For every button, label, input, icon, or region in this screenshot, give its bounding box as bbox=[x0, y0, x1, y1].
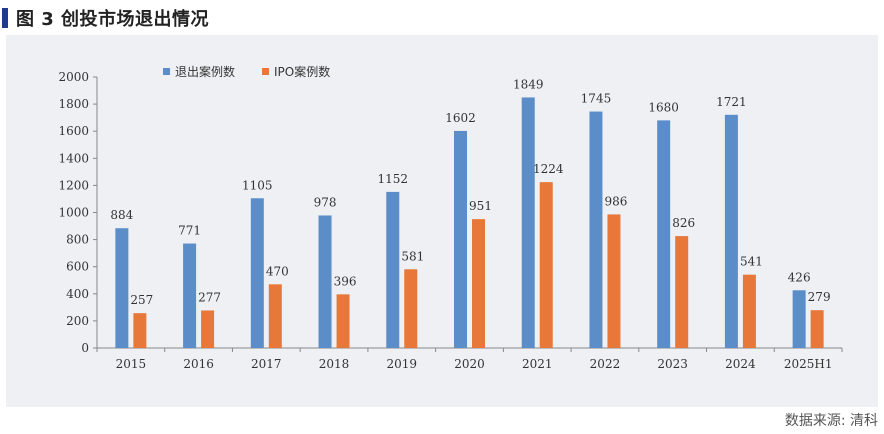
data-label-exit-cases: 1745 bbox=[581, 92, 612, 106]
data-label-ipo-cases: 581 bbox=[401, 249, 424, 263]
bar-ipo-cases bbox=[133, 313, 147, 348]
bar-exit-cases bbox=[454, 130, 467, 348]
bar-ipo-cases bbox=[607, 214, 621, 348]
bar-exit-cases bbox=[386, 191, 400, 348]
bar-exit-cases bbox=[589, 111, 603, 349]
data-label-ipo-cases: 396 bbox=[334, 274, 357, 288]
y-tick-label: 200 bbox=[66, 314, 89, 328]
data-label-exit-cases: 1849 bbox=[513, 77, 544, 91]
data-label-ipo-cases: 257 bbox=[130, 293, 153, 307]
data-label-exit-cases: 771 bbox=[178, 224, 201, 238]
bar-ipo-cases bbox=[336, 294, 350, 348]
bar-exit-cases bbox=[183, 243, 197, 348]
data-label-ipo-cases: 826 bbox=[672, 216, 695, 230]
x-tick-label: 2025H1 bbox=[784, 357, 833, 371]
data-source-note: 数据来源: 清科 bbox=[784, 413, 878, 429]
bar-ipo-cases bbox=[404, 269, 418, 348]
legend-label: IPO案例数 bbox=[274, 64, 330, 79]
bar-ipo-cases bbox=[268, 284, 282, 348]
bar-exit-cases bbox=[724, 114, 738, 348]
x-tick-label: 2019 bbox=[386, 357, 417, 371]
figure-title-bar: 图 3 创投市场退出情况 bbox=[2, 4, 209, 32]
data-label-exit-cases: 426 bbox=[788, 270, 811, 284]
legend-swatch bbox=[262, 68, 269, 75]
data-label-exit-cases: 1721 bbox=[716, 95, 747, 109]
data-label-ipo-cases: 279 bbox=[808, 290, 831, 304]
x-tick-label: 2016 bbox=[183, 357, 214, 371]
y-tick-label: 400 bbox=[66, 287, 89, 301]
data-label-ipo-cases: 277 bbox=[198, 290, 221, 304]
chart-panel: 0 200 400 600 800 1000 1200 1400 1600 1800 2000 201… bbox=[6, 35, 878, 407]
y-tick-label: 600 bbox=[66, 260, 89, 274]
x-tick-label: 2018 bbox=[319, 357, 350, 371]
x-tick-label: 2015 bbox=[116, 357, 147, 371]
data-label-exit-cases: 978 bbox=[314, 195, 337, 209]
y-tick-label: 1800 bbox=[58, 97, 89, 111]
data-label-exit-cases: 884 bbox=[110, 208, 133, 222]
y-tick-label: 1200 bbox=[58, 178, 89, 192]
y-tick-label: 2000 bbox=[58, 70, 89, 84]
x-tick-label: 2017 bbox=[251, 357, 282, 371]
x-tick-label: 2020 bbox=[454, 357, 485, 371]
x-tick-label: 2023 bbox=[657, 357, 688, 371]
data-label-exit-cases: 1680 bbox=[648, 100, 679, 114]
bar-ipo-cases bbox=[742, 274, 756, 348]
bar-ipo-cases bbox=[675, 236, 689, 348]
bar-ipo-cases bbox=[539, 182, 553, 348]
data-label-ipo-cases: 470 bbox=[266, 264, 289, 278]
y-tick-label: 1400 bbox=[58, 151, 89, 165]
bar-exit-cases bbox=[657, 120, 671, 348]
data-label-ipo-cases: 986 bbox=[605, 194, 628, 208]
x-tick-label: 2022 bbox=[590, 357, 621, 371]
legend-swatch bbox=[163, 68, 170, 75]
bar-exit-cases bbox=[250, 198, 264, 348]
title-accent-mark bbox=[2, 8, 8, 28]
y-tick-label: 800 bbox=[66, 233, 89, 247]
data-label-ipo-cases: 541 bbox=[740, 255, 763, 269]
legend-label: 退出案例数 bbox=[175, 64, 235, 79]
bar-exit-cases bbox=[521, 97, 535, 348]
y-tick-label: 1600 bbox=[58, 124, 89, 138]
x-tick-label: 2021 bbox=[522, 357, 553, 371]
y-tick-label: 1000 bbox=[58, 206, 89, 220]
figure-title: 图 3 创投市场退出情况 bbox=[16, 9, 210, 30]
bar-ipo-cases bbox=[201, 310, 215, 348]
data-label-ipo-cases: 951 bbox=[469, 199, 492, 213]
x-tick-label: 2024 bbox=[725, 357, 756, 371]
bar-exit-cases bbox=[792, 290, 806, 348]
exit-cases-bar-chart: 0 200 400 600 800 1000 1200 1400 1600 1800 2000 201… bbox=[58, 64, 843, 371]
bar-ipo-cases bbox=[810, 310, 824, 348]
bar-exit-cases bbox=[115, 228, 129, 348]
bar-ipo-cases bbox=[472, 219, 485, 348]
data-label-exit-cases: 1105 bbox=[242, 178, 273, 192]
data-label-exit-cases: 1152 bbox=[377, 172, 408, 186]
data-label-ipo-cases: 1224 bbox=[533, 162, 564, 176]
data-label-exit-cases: 1602 bbox=[445, 111, 476, 125]
bar-exit-cases bbox=[318, 215, 332, 348]
y-tick-label: 0 bbox=[81, 341, 89, 355]
